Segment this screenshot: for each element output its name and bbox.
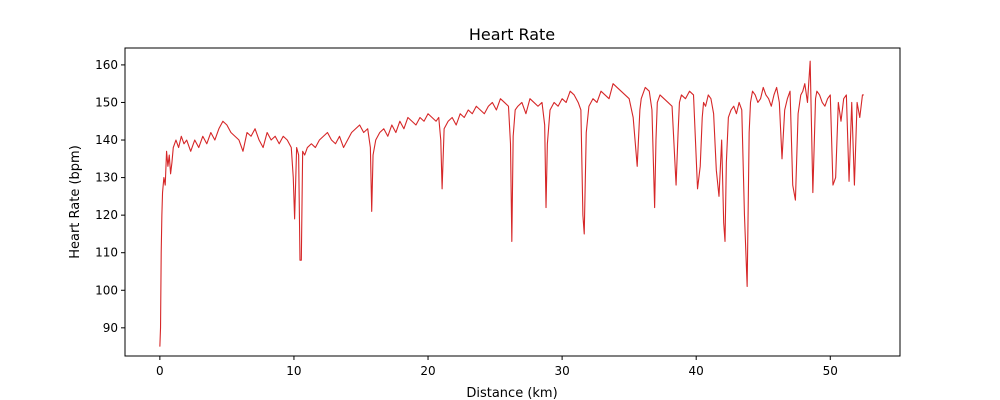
y-tick-label: 120 bbox=[95, 208, 118, 222]
y-tick-label: 90 bbox=[103, 321, 118, 335]
x-tick-label: 20 bbox=[420, 364, 435, 378]
y-tick-label: 160 bbox=[95, 58, 118, 72]
axis-ticks: 0 10 20 30 40 50 90 100 110 120 130 140 150 160 bbox=[95, 58, 838, 378]
x-axis-title: Distance (km) bbox=[466, 386, 557, 400]
x-tick-label: 30 bbox=[554, 364, 569, 378]
y-tick-label: 100 bbox=[95, 283, 118, 297]
y-axis-title: Heart Rate (bpm) bbox=[68, 145, 83, 259]
plot-frame bbox=[124, 47, 901, 357]
y-tick-label: 110 bbox=[95, 246, 118, 260]
x-tick-label: 0 bbox=[156, 364, 164, 378]
x-tick-label: 40 bbox=[689, 364, 704, 378]
x-tick-label: 10 bbox=[286, 364, 301, 378]
y-tick-label: 150 bbox=[95, 95, 118, 109]
plot-area bbox=[159, 60, 864, 347]
y-tick-label: 130 bbox=[95, 171, 118, 185]
x-tick-label: 50 bbox=[823, 364, 838, 378]
heart-rate-line bbox=[159, 60, 864, 347]
y-tick-label: 140 bbox=[95, 133, 118, 147]
chart-title: Heart Rate bbox=[469, 25, 555, 44]
